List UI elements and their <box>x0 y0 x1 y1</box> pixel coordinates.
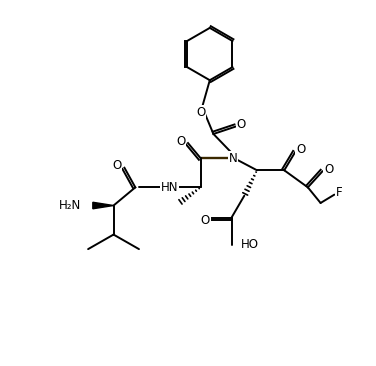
Text: O: O <box>176 135 185 148</box>
Text: O: O <box>237 118 246 131</box>
Text: O: O <box>196 106 205 119</box>
Text: H₂N: H₂N <box>59 199 81 212</box>
Text: N: N <box>229 152 238 165</box>
Text: HO: HO <box>241 238 259 251</box>
Polygon shape <box>93 202 114 209</box>
Text: O: O <box>324 163 333 176</box>
Text: HN: HN <box>161 181 179 194</box>
Text: O: O <box>112 160 122 172</box>
Text: O: O <box>296 143 305 156</box>
Text: F: F <box>335 186 342 199</box>
Text: O: O <box>201 213 210 227</box>
